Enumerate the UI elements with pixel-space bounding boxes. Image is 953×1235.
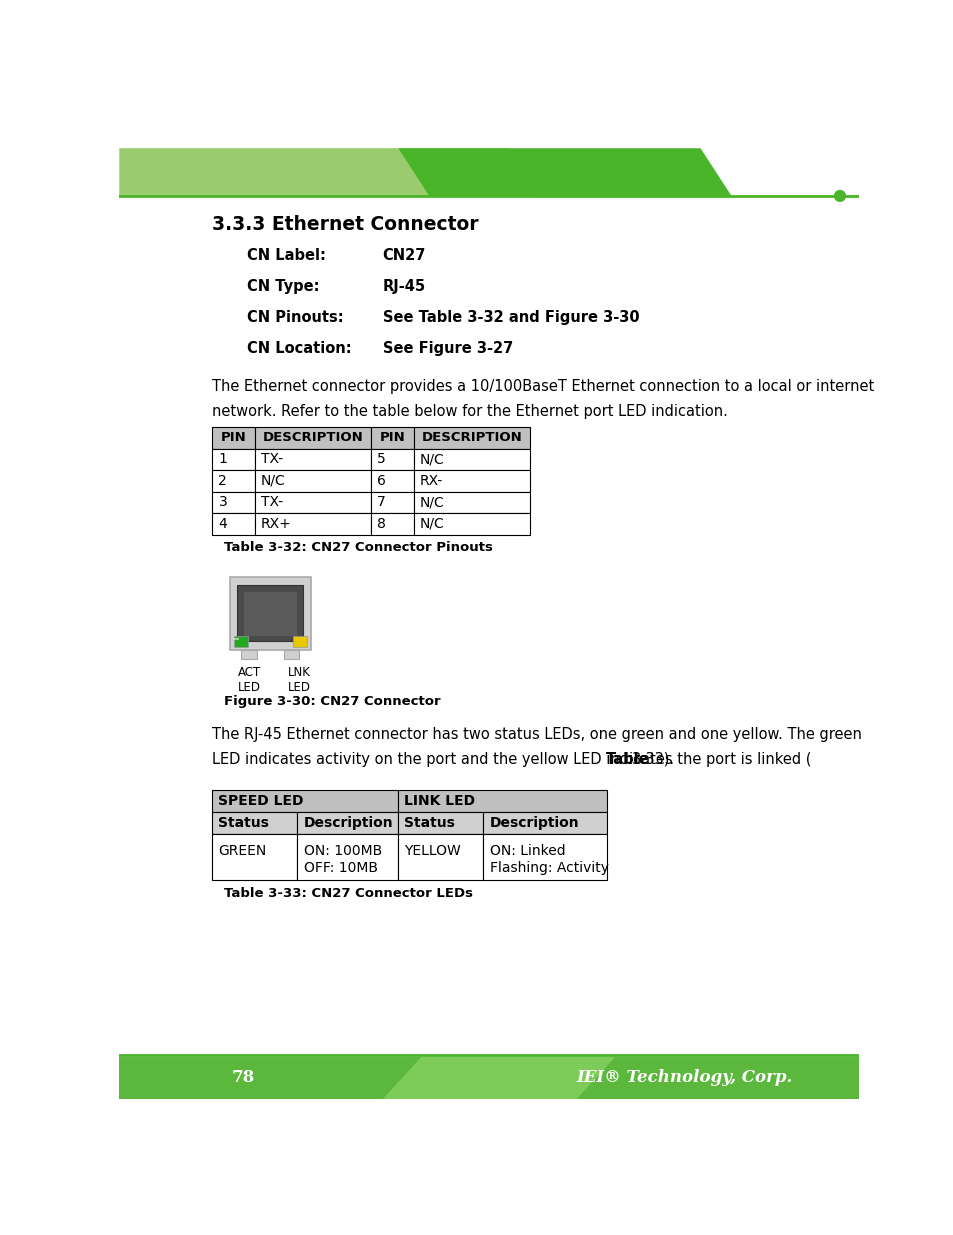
Text: ACT
LED: ACT LED bbox=[237, 666, 260, 694]
Text: Status: Status bbox=[404, 816, 455, 830]
Text: LNK
LED: LNK LED bbox=[288, 666, 311, 694]
Text: Table 3-32: CN27 Connector Pinouts: Table 3-32: CN27 Connector Pinouts bbox=[224, 541, 493, 555]
Text: 4: 4 bbox=[218, 517, 227, 531]
Text: 3: 3 bbox=[218, 495, 227, 509]
Bar bbox=[230, 577, 311, 651]
Text: RX-: RX- bbox=[419, 474, 443, 488]
Text: CN27: CN27 bbox=[382, 248, 426, 263]
Text: See Table 3-32 and Figure 3-30: See Table 3-32 and Figure 3-30 bbox=[382, 310, 639, 325]
Text: PIN: PIN bbox=[379, 431, 405, 445]
Bar bbox=[371, 448, 414, 471]
Bar bbox=[212, 471, 254, 492]
Bar bbox=[241, 651, 256, 659]
Text: Flashing: Activity: Flashing: Activity bbox=[489, 861, 608, 876]
Text: Description: Description bbox=[303, 816, 393, 830]
Bar bbox=[293, 636, 307, 647]
Text: ON: Linked: ON: Linked bbox=[489, 845, 565, 858]
Text: The RJ-45 Ethernet connector has two status LEDs, one green and one yellow. The : The RJ-45 Ethernet connector has two sta… bbox=[212, 727, 862, 742]
Text: 3.3.3 Ethernet Connector: 3.3.3 Ethernet Connector bbox=[212, 215, 478, 235]
Text: ON: 100MB: ON: 100MB bbox=[303, 845, 381, 858]
Text: Status: Status bbox=[218, 816, 269, 830]
Text: YELLOW: YELLOW bbox=[404, 845, 460, 858]
Polygon shape bbox=[119, 148, 537, 196]
Bar bbox=[212, 448, 254, 471]
Bar bbox=[483, 811, 607, 834]
Text: The Ethernet connector provides a 10/100BaseT Ethernet connection to a local or : The Ethernet connector provides a 10/100… bbox=[212, 379, 874, 394]
Bar bbox=[119, 1057, 858, 1099]
Bar bbox=[414, 471, 530, 492]
Bar bbox=[254, 492, 371, 514]
Bar bbox=[212, 492, 254, 514]
Text: Description: Description bbox=[489, 816, 578, 830]
Text: RJ-45: RJ-45 bbox=[382, 279, 425, 294]
Text: CN Type:: CN Type: bbox=[247, 279, 319, 294]
Bar bbox=[414, 427, 530, 448]
Text: LINK LED: LINK LED bbox=[404, 794, 476, 808]
Text: 2: 2 bbox=[218, 474, 227, 488]
Text: 5: 5 bbox=[377, 452, 386, 467]
Bar bbox=[371, 492, 414, 514]
Bar bbox=[254, 427, 371, 448]
Polygon shape bbox=[397, 148, 731, 196]
Text: IEI® Technology, Corp.: IEI® Technology, Corp. bbox=[577, 1070, 792, 1087]
Bar bbox=[371, 514, 414, 535]
Text: SPEED LED: SPEED LED bbox=[218, 794, 304, 808]
Text: RX+: RX+ bbox=[261, 517, 292, 531]
Bar bbox=[212, 790, 397, 811]
Bar bbox=[212, 834, 297, 879]
Text: network. Refer to the table below for the Ethernet port LED indication.: network. Refer to the table below for th… bbox=[212, 404, 727, 419]
Bar bbox=[397, 834, 483, 879]
Text: LED indicates activity on the port and the yellow LED indicates the port is link: LED indicates activity on the port and t… bbox=[212, 752, 811, 767]
Bar bbox=[414, 514, 530, 535]
Text: PIN: PIN bbox=[220, 431, 246, 445]
Bar bbox=[414, 492, 530, 514]
Text: TX-: TX- bbox=[261, 495, 283, 509]
Circle shape bbox=[834, 190, 844, 201]
Text: N/C: N/C bbox=[419, 452, 444, 467]
Bar bbox=[297, 834, 397, 879]
Bar bbox=[212, 811, 297, 834]
Text: 8: 8 bbox=[377, 517, 386, 531]
Bar bbox=[212, 514, 254, 535]
Text: Table 3-33: CN27 Connector LEDs: Table 3-33: CN27 Connector LEDs bbox=[224, 888, 473, 900]
Text: N/C: N/C bbox=[419, 495, 444, 509]
Text: CN Location:: CN Location: bbox=[247, 341, 352, 356]
Text: CN Pinouts:: CN Pinouts: bbox=[247, 310, 343, 325]
Bar bbox=[212, 427, 254, 448]
Text: DESCRIPTION: DESCRIPTION bbox=[262, 431, 363, 445]
Text: Figure 3-30: CN27 Connector: Figure 3-30: CN27 Connector bbox=[224, 695, 440, 708]
Text: Table: Table bbox=[605, 752, 649, 767]
Text: N/C: N/C bbox=[419, 517, 444, 531]
Bar bbox=[233, 636, 247, 647]
Text: GREEN: GREEN bbox=[218, 845, 267, 858]
Text: 6: 6 bbox=[377, 474, 386, 488]
Text: 1: 1 bbox=[218, 452, 227, 467]
Bar bbox=[237, 585, 303, 641]
Bar bbox=[397, 811, 483, 834]
Text: TX-: TX- bbox=[261, 452, 283, 467]
Bar bbox=[414, 448, 530, 471]
Text: 78: 78 bbox=[232, 1070, 254, 1087]
Bar bbox=[254, 448, 371, 471]
Text: N/C: N/C bbox=[261, 474, 286, 488]
Text: CN Label:: CN Label: bbox=[247, 248, 326, 263]
Text: See Figure 3-27: See Figure 3-27 bbox=[382, 341, 513, 356]
Polygon shape bbox=[382, 1057, 615, 1099]
Text: 3-33).: 3-33). bbox=[631, 752, 674, 767]
Bar bbox=[397, 790, 607, 811]
Bar bbox=[371, 427, 414, 448]
Bar bbox=[254, 471, 371, 492]
Text: OFF: 10MB: OFF: 10MB bbox=[303, 861, 377, 876]
Text: DESCRIPTION: DESCRIPTION bbox=[421, 431, 521, 445]
Text: 7: 7 bbox=[377, 495, 386, 509]
Bar bbox=[243, 593, 296, 636]
Bar bbox=[297, 811, 397, 834]
Bar bbox=[371, 471, 414, 492]
Bar bbox=[483, 834, 607, 879]
Bar bbox=[234, 638, 239, 640]
Bar bbox=[254, 514, 371, 535]
Bar bbox=[284, 651, 299, 659]
